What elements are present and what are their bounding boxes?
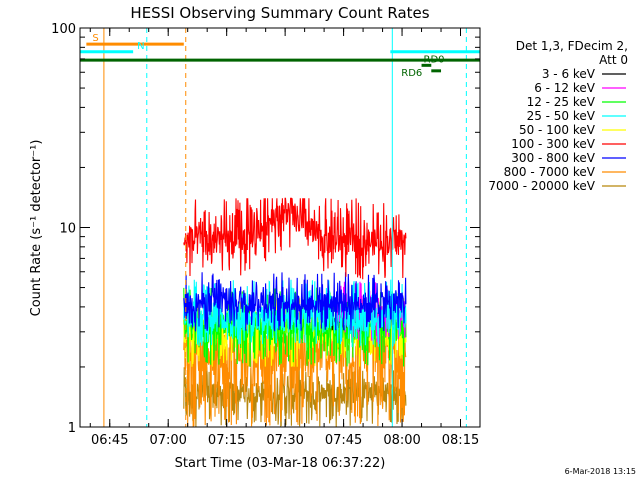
x-tick-label: 07:15 bbox=[208, 433, 245, 448]
legend-header-line-2: Att 0 bbox=[599, 53, 628, 67]
x-axis-label: Start Time (03-Mar-18 06:37:22) bbox=[175, 456, 386, 471]
x-tick-label: 08:00 bbox=[383, 433, 420, 448]
legend-header-line-1: Det 1,3, FDecim 2, bbox=[516, 39, 628, 53]
series-line-300-800kev bbox=[183, 272, 407, 332]
legend-label: 7000 - 20000 keV bbox=[488, 179, 595, 193]
legend-label: 800 - 7000 keV bbox=[504, 165, 596, 179]
data-layer bbox=[183, 197, 407, 427]
y-axis-label: Count Rate (s⁻¹ detector⁻¹) bbox=[29, 140, 44, 317]
series-line-100-300kev bbox=[183, 197, 407, 280]
y-tick-label: 10 bbox=[59, 222, 76, 237]
legend-label: 3 - 6 keV bbox=[542, 67, 596, 81]
flag-label-n: N bbox=[137, 41, 144, 52]
x-tick-label: 08:15 bbox=[442, 433, 479, 448]
x-tick-label: 07:00 bbox=[149, 433, 186, 448]
y-tick-label: 100 bbox=[51, 22, 76, 37]
generation-timestamp: 6-Mar-2018 13:15 bbox=[565, 467, 636, 476]
series-line-7000-20000kev bbox=[183, 367, 407, 427]
legend-label: 300 - 800 keV bbox=[511, 151, 595, 165]
x-tick-label: 06:45 bbox=[91, 433, 128, 448]
x-axis: 06:45 07:00 07:15 07:30 07:45 08:00 08:15 bbox=[89, 28, 481, 448]
y-axis: 1 10 100 bbox=[51, 22, 480, 436]
legend-label: 12 - 25 keV bbox=[527, 95, 596, 109]
legend-label: 50 - 100 keV bbox=[519, 123, 596, 137]
series-line-25-50kev bbox=[183, 279, 407, 348]
y-tick-label: 1 bbox=[68, 421, 76, 436]
chart-title: HESSI Observing Summary Count Rates bbox=[130, 4, 429, 22]
flag-label-rd6: RD6 bbox=[401, 68, 422, 79]
legend-label: 25 - 50 keV bbox=[527, 109, 596, 123]
x-tick-label: 07:30 bbox=[266, 433, 303, 448]
flag-label-rd0: RD0 bbox=[424, 54, 445, 65]
flag-label-s: S bbox=[92, 33, 98, 44]
legend-label: 100 - 300 keV bbox=[511, 137, 595, 151]
legend-label: 6 - 12 keV bbox=[534, 81, 596, 95]
x-tick-label: 07:45 bbox=[325, 433, 362, 448]
